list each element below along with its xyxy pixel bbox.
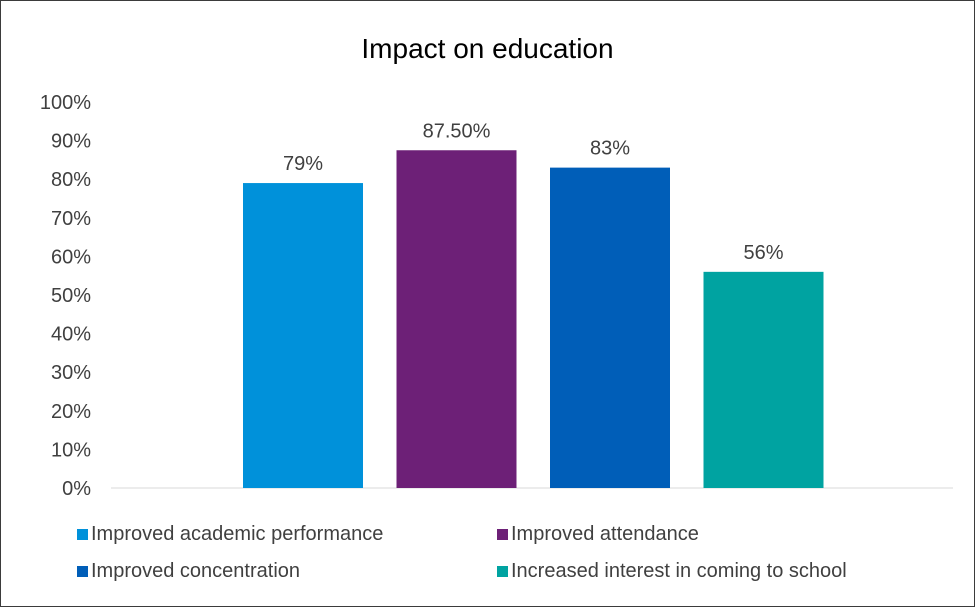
legend-item: Improved concentration: [77, 560, 300, 583]
y-tick-label: 90%: [51, 131, 91, 153]
legend-item: Improved academic performance: [77, 523, 383, 546]
legend-label: Improved concentration: [91, 560, 301, 582]
y-tick-label: 60%: [51, 246, 91, 268]
legend-swatch: [497, 529, 508, 540]
y-tick-label: 80%: [51, 169, 91, 191]
y-tick-label: 40%: [51, 324, 91, 346]
y-tick-label: 100%: [40, 92, 91, 114]
chart-title: Impact on education: [361, 33, 614, 64]
bar: [396, 150, 517, 488]
y-tick-label: 10%: [51, 439, 91, 461]
y-tick-label: 20%: [51, 401, 91, 423]
bar: [243, 183, 363, 488]
data-labels-group: 79% 87.50% 83% 56%: [283, 120, 784, 264]
y-tick-label: 0%: [62, 478, 91, 500]
data-label: 56%: [743, 242, 783, 264]
y-axis-ticks: 0% 10% 20% 30% 40% 50% 60% 70% 80% 90% 100%: [40, 92, 91, 500]
legend-item: Improved attendance: [497, 523, 699, 546]
legend-swatch: [77, 566, 88, 577]
legend-swatch: [77, 529, 88, 540]
legend-item: Increased interest in coming to school: [497, 560, 847, 583]
data-label: 79%: [283, 153, 323, 175]
bars-group: [243, 150, 824, 488]
legend-swatch: [497, 566, 508, 577]
bar: [550, 167, 670, 488]
y-tick-label: 70%: [51, 208, 91, 230]
legend-label: Improved academic performance: [91, 523, 384, 545]
data-label: 87.50%: [423, 120, 491, 142]
bar: [703, 271, 824, 488]
y-tick-label: 30%: [51, 362, 91, 384]
data-label: 83%: [590, 138, 630, 160]
legend-label: Increased interest in coming to school: [511, 560, 847, 582]
legend-label: Improved attendance: [511, 523, 699, 545]
y-tick-label: 50%: [51, 285, 91, 307]
